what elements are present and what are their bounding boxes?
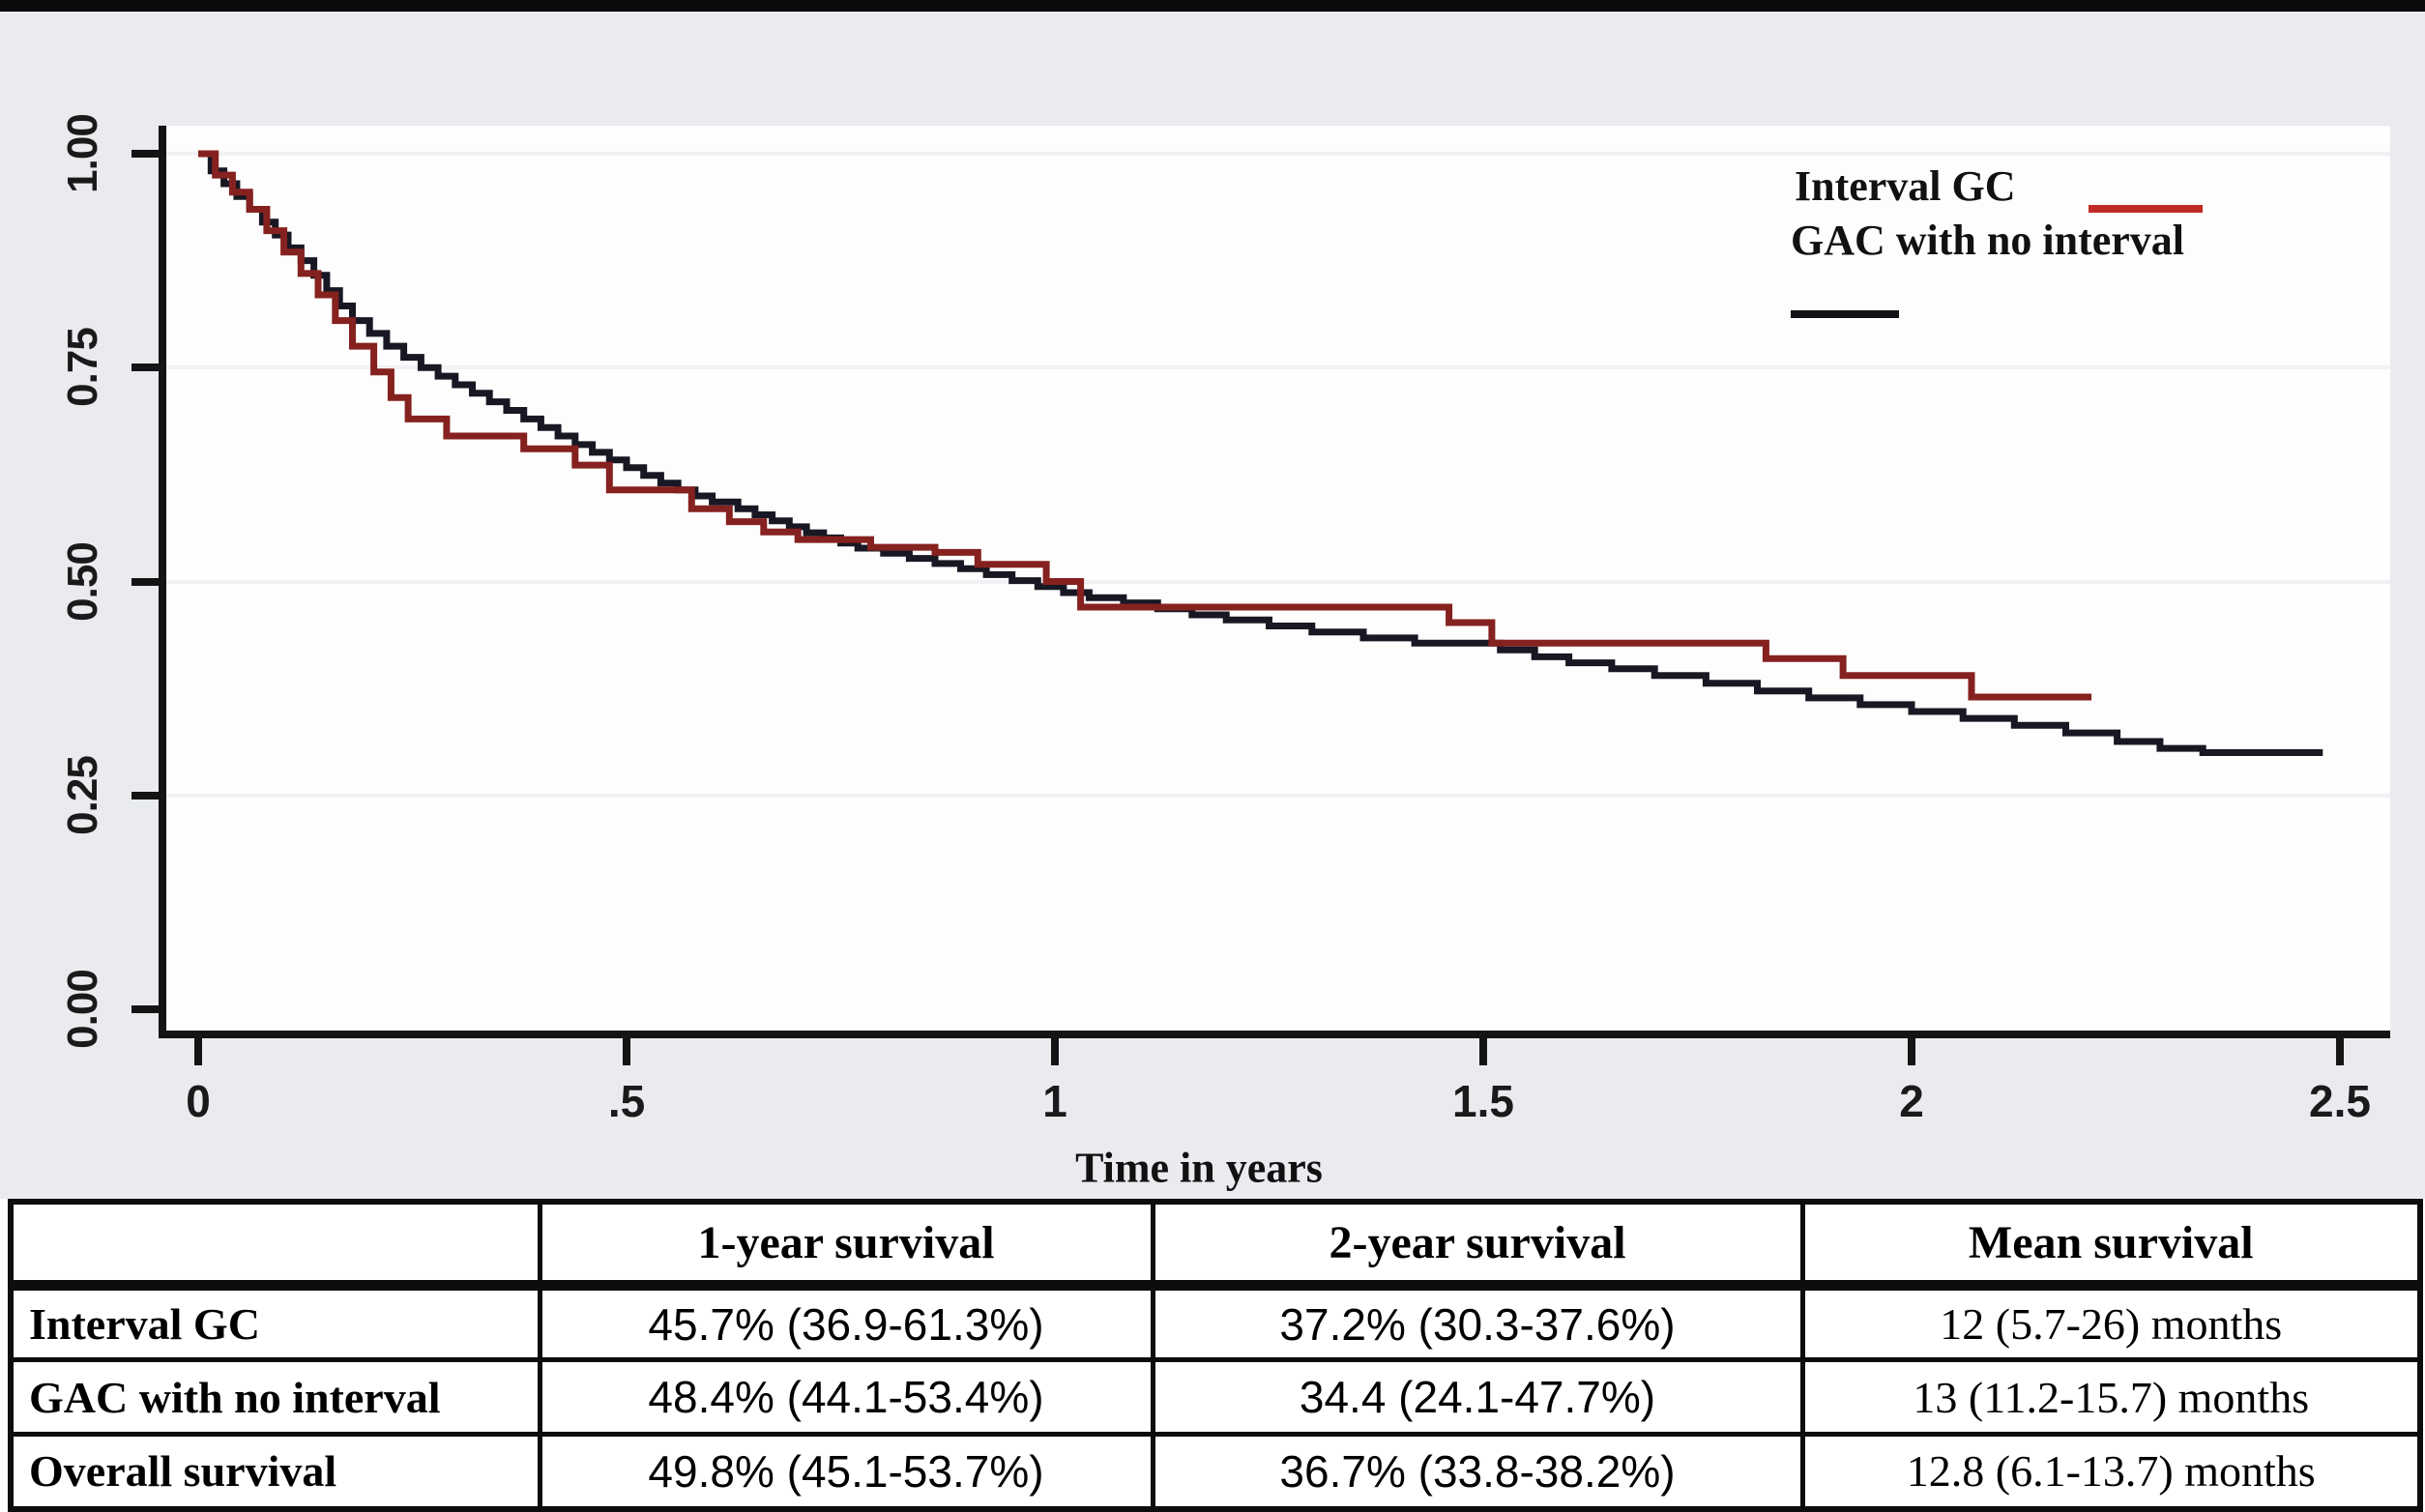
- figure-top-border: [0, 0, 2425, 12]
- x-tick-mark: [623, 1038, 630, 1065]
- x-tick-mark: [1479, 1038, 1487, 1065]
- survival-summary-table: 1-year survival 2-year survival Mean survi…: [8, 1199, 2423, 1512]
- table-header: 1-year survival 2-year survival Mean survi…: [8, 1199, 2423, 1291]
- table-cell: 34.4 (24.1-47.7%): [1150, 1357, 1805, 1437]
- x-tick-label: 1: [1042, 1076, 1067, 1126]
- y-tick-label: 0.75: [59, 328, 106, 408]
- legend-line-interval-gc: [2089, 205, 2203, 213]
- x-tick-label: 2.5: [2309, 1076, 2371, 1126]
- table-cell: 48.4% (44.1-53.4%): [537, 1357, 1155, 1437]
- y-tick-label: 0.50: [59, 541, 106, 622]
- table-header-cell: 2-year survival: [1150, 1199, 1805, 1291]
- table-cell: 36.7% (33.8-38.2%): [1150, 1432, 1805, 1511]
- table-header-cell: 1-year survival: [537, 1199, 1155, 1291]
- table-cell: 49.8% (45.1-53.7%): [537, 1432, 1155, 1511]
- table-row: Interval GC 45.7% (36.9-61.3%) 37.2% (30.3…: [8, 1283, 2423, 1362]
- y-tick-mark: [131, 577, 159, 586]
- x-tick-mark: [2336, 1038, 2344, 1065]
- x-tick-label: 2: [1899, 1076, 1924, 1126]
- table-cell: 37.2% (30.3-37.6%): [1150, 1283, 1805, 1362]
- x-axis-title: Time in years: [1075, 1144, 1323, 1192]
- table-cell: 12 (5.7-26) months: [1799, 1283, 2423, 1362]
- x-tick-label: 1.5: [1452, 1076, 1514, 1126]
- gridline: [166, 793, 2390, 798]
- y-tick-label: 0.00: [59, 970, 106, 1049]
- x-tick-mark: [194, 1038, 202, 1065]
- x-tick-label: 0: [186, 1076, 211, 1126]
- x-tick-mark: [1908, 1038, 1915, 1065]
- gridline: [166, 152, 2390, 156]
- table-row: GAC with no interval 48.4% (44.1-53.4%) 34…: [8, 1357, 2423, 1437]
- table-header-cell: Mean survival: [1799, 1199, 2423, 1291]
- table-body: Interval GC 45.7% (36.9-61.3%) 37.2% (30.3…: [8, 1283, 2423, 1511]
- y-tick-mark: [131, 363, 159, 372]
- table-cell: 13 (11.2-15.7) months: [1799, 1357, 2423, 1437]
- table-cell: 12.8 (6.1-13.7) months: [1799, 1432, 2423, 1511]
- x-tick-mark: [1051, 1038, 1059, 1065]
- gridline: [166, 579, 2390, 584]
- table-row-label: Overall survival: [8, 1432, 542, 1511]
- y-tick-label: 0.25: [59, 755, 106, 835]
- table-row-label: Interval GC: [8, 1283, 542, 1362]
- gridline: [166, 365, 2390, 370]
- legend-label-interval-gc: Interval GC: [1795, 162, 2016, 210]
- table-header-row: 1-year survival 2-year survival Mean survi…: [8, 1199, 2423, 1291]
- y-tick-mark: [131, 150, 159, 158]
- y-tick-label: 1.00: [59, 114, 106, 193]
- table-row: Overall survival 49.8% (45.1-53.7%) 36.7% …: [8, 1432, 2423, 1511]
- table-header-cell: [8, 1199, 542, 1291]
- chart-area: 0.00 0.25 0.50 0.75 1.00 0 .5 1 1.5 2 2.5 Interval…: [0, 12, 2425, 1199]
- table-cell: 45.7% (36.9-61.3%): [537, 1283, 1155, 1362]
- legend-line-gac: [1791, 310, 1899, 318]
- table-row-label: GAC with no interval: [8, 1357, 542, 1437]
- y-tick-mark: [131, 791, 159, 800]
- y-tick-mark: [131, 1005, 159, 1013]
- legend-label-gac: GAC with no interval: [1791, 217, 2184, 264]
- x-tick-label: .5: [607, 1076, 646, 1126]
